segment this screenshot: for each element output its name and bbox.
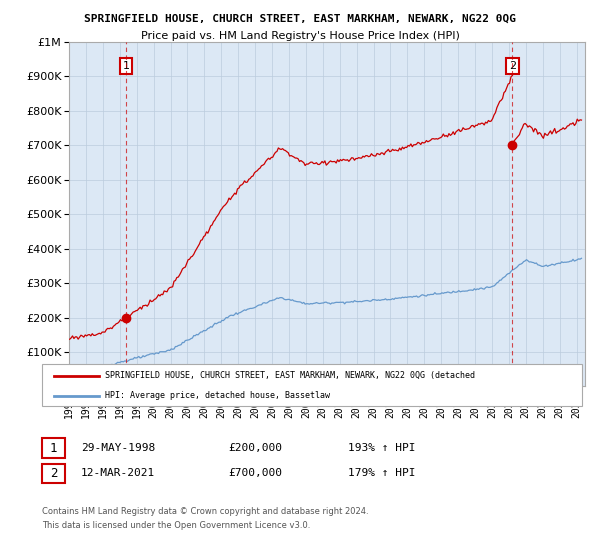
Text: Contains HM Land Registry data © Crown copyright and database right 2024.: Contains HM Land Registry data © Crown c… <box>42 507 368 516</box>
Text: 1: 1 <box>50 441 57 455</box>
Text: Price paid vs. HM Land Registry's House Price Index (HPI): Price paid vs. HM Land Registry's House … <box>140 31 460 41</box>
Text: 2: 2 <box>509 61 516 71</box>
Text: 12-MAR-2021: 12-MAR-2021 <box>81 468 155 478</box>
Text: 29-MAY-1998: 29-MAY-1998 <box>81 443 155 453</box>
Text: 1: 1 <box>122 61 130 71</box>
Text: 193% ↑ HPI: 193% ↑ HPI <box>348 443 415 453</box>
Text: This data is licensed under the Open Government Licence v3.0.: This data is licensed under the Open Gov… <box>42 521 310 530</box>
Text: 2: 2 <box>50 466 57 480</box>
Text: 179% ↑ HPI: 179% ↑ HPI <box>348 468 415 478</box>
Text: SPRINGFIELD HOUSE, CHURCH STREET, EAST MARKHAM, NEWARK, NG22 0QG: SPRINGFIELD HOUSE, CHURCH STREET, EAST M… <box>84 14 516 24</box>
Text: £700,000: £700,000 <box>228 468 282 478</box>
Text: £200,000: £200,000 <box>228 443 282 453</box>
Text: HPI: Average price, detached house, Bassetlaw: HPI: Average price, detached house, Bass… <box>105 391 330 400</box>
Text: SPRINGFIELD HOUSE, CHURCH STREET, EAST MARKHAM, NEWARK, NG22 0QG (detached: SPRINGFIELD HOUSE, CHURCH STREET, EAST M… <box>105 371 475 380</box>
